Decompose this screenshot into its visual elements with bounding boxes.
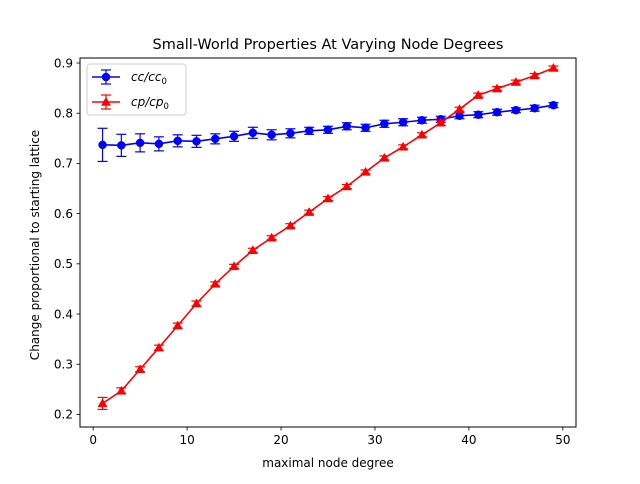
data-point xyxy=(361,123,370,133)
data-point xyxy=(304,207,315,216)
legend-label: cp/cp0 xyxy=(131,95,169,112)
legend-label: cc/cc0 xyxy=(131,70,167,87)
y-tick-label: 0.8 xyxy=(54,107,73,121)
series-cp xyxy=(97,62,559,411)
legend-item-cc: cc/cc0 xyxy=(92,69,167,87)
data-point xyxy=(153,342,164,352)
data-point xyxy=(248,128,258,138)
data-point xyxy=(360,166,371,176)
data-point xyxy=(97,398,108,408)
legend-swatch-marker xyxy=(101,72,111,82)
x-axis-label: maximal node degree xyxy=(262,456,393,470)
data-point xyxy=(529,70,540,80)
x-tick-label: 0 xyxy=(89,433,97,447)
data-point xyxy=(211,134,220,144)
data-point xyxy=(229,132,239,141)
data-point xyxy=(416,129,427,139)
data-point xyxy=(98,140,107,150)
data-point xyxy=(172,320,183,330)
data-point xyxy=(229,261,240,271)
y-axis-label: Change proportional to starting lattice xyxy=(28,130,42,360)
y-tick-label: 0.3 xyxy=(54,358,73,372)
data-point xyxy=(191,298,202,308)
x-tick-label: 30 xyxy=(367,433,382,447)
legend-item-cp: cp/cp0 xyxy=(92,94,169,112)
data-point xyxy=(417,116,427,125)
legend: cc/cc0 cp/cp0 xyxy=(86,63,187,116)
data-point xyxy=(173,136,182,146)
data-point xyxy=(285,220,296,230)
data-point xyxy=(135,364,146,373)
x-tick-label: 20 xyxy=(273,433,288,447)
data-point xyxy=(322,193,334,203)
data-point xyxy=(267,130,276,140)
legend-swatch-marker xyxy=(100,96,112,106)
data-point xyxy=(154,139,164,149)
y-tick-label: 0.4 xyxy=(54,307,73,321)
data-point xyxy=(530,103,539,113)
data-point xyxy=(492,107,502,117)
data-point xyxy=(435,117,446,127)
x-tick-label: 50 xyxy=(555,433,570,447)
data-point xyxy=(192,137,201,146)
data-point xyxy=(510,76,521,86)
data-point xyxy=(398,118,408,127)
y-axis-ticks: 0.2 0.3 0.4 0.5 0.6 0.7 0.8 0.9 xyxy=(54,56,80,422)
data-point xyxy=(116,385,127,395)
y-tick-label: 0.6 xyxy=(54,207,73,221)
data-point xyxy=(455,111,464,120)
data-point xyxy=(379,152,390,162)
y-tick-label: 0.2 xyxy=(54,408,73,422)
data-point xyxy=(492,83,503,93)
data-point xyxy=(323,125,333,135)
data-point xyxy=(548,62,559,72)
data-point xyxy=(549,100,558,110)
chart-title: Small-World Properties At Varying Node D… xyxy=(153,37,504,53)
data-point xyxy=(286,129,295,138)
data-point xyxy=(342,122,352,131)
y-tick-label: 0.9 xyxy=(54,56,73,70)
series-layer xyxy=(97,62,559,411)
data-point xyxy=(398,141,409,151)
data-point xyxy=(380,119,389,129)
data-point xyxy=(473,90,484,99)
series-cc xyxy=(97,100,559,163)
y-tick-label: 0.7 xyxy=(54,157,73,171)
data-point xyxy=(454,104,465,113)
data-point xyxy=(474,110,483,119)
data-point xyxy=(135,138,145,148)
y-tick-label: 0.5 xyxy=(54,257,73,271)
data-point xyxy=(247,245,258,254)
plot-frame xyxy=(79,57,577,428)
x-axis-ticks: 0 10 20 30 40 50 xyxy=(89,427,570,447)
data-point xyxy=(304,126,314,136)
data-point xyxy=(341,181,352,191)
data-point xyxy=(210,278,221,288)
x-tick-label: 10 xyxy=(179,433,194,447)
data-point xyxy=(266,232,277,242)
x-tick-label: 40 xyxy=(461,433,476,447)
data-point xyxy=(511,105,521,115)
data-point xyxy=(117,141,126,150)
